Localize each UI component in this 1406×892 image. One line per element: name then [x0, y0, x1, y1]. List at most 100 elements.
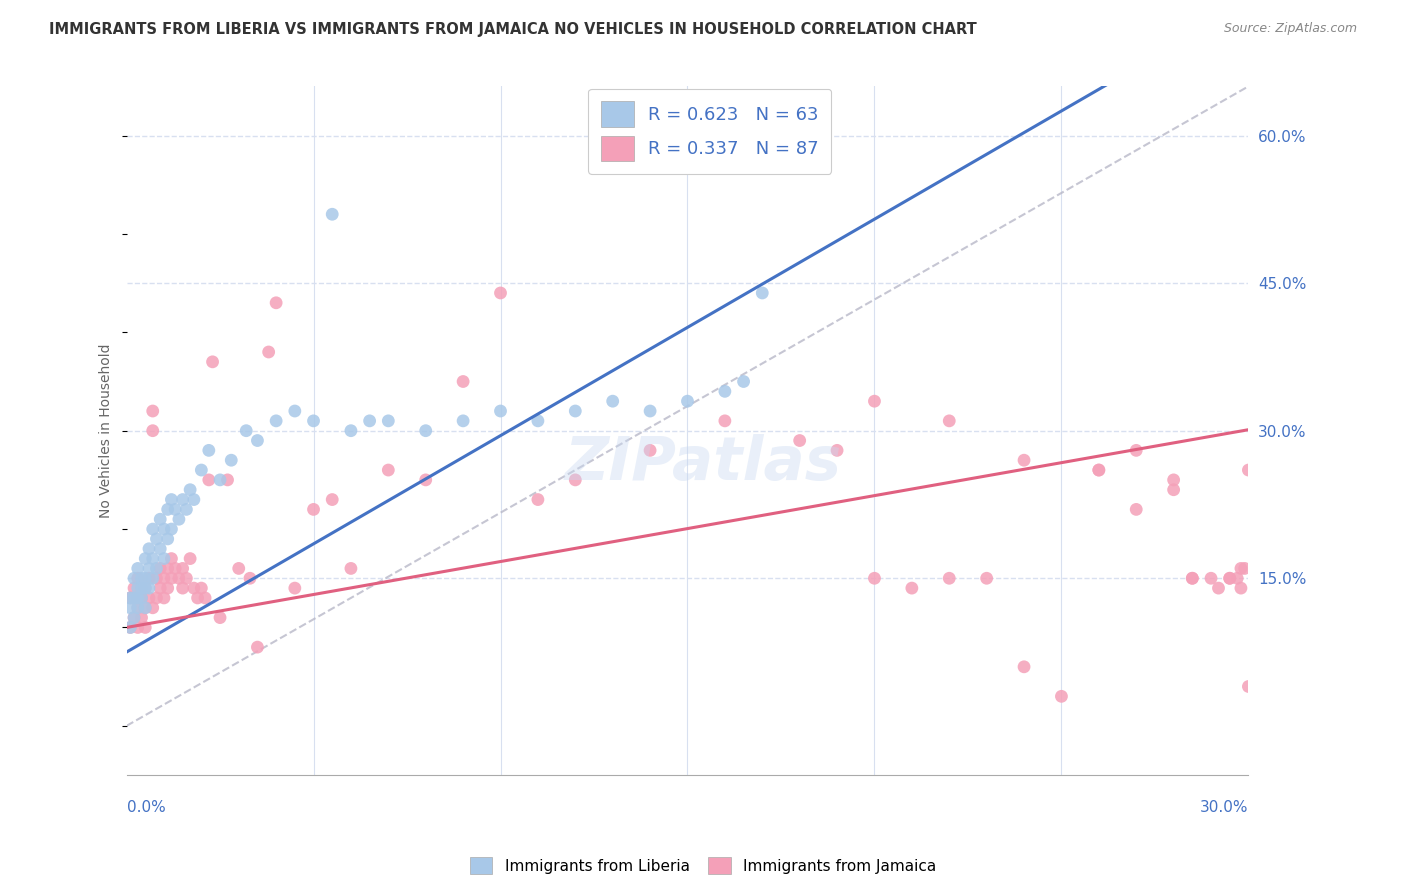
Point — [638, 443, 661, 458]
Point — [120, 620, 142, 634]
Point — [127, 620, 149, 634]
Y-axis label: No Vehicles in Household: No Vehicles in Household — [100, 343, 114, 518]
Point — [246, 434, 269, 448]
Point — [122, 581, 145, 595]
Point — [1230, 561, 1253, 575]
Point — [149, 541, 172, 556]
Point — [938, 571, 960, 585]
Point — [527, 414, 550, 428]
Point — [138, 581, 160, 595]
Point — [138, 561, 160, 575]
Point — [120, 600, 142, 615]
Point — [264, 295, 287, 310]
Point — [489, 404, 512, 418]
Point — [131, 581, 153, 595]
Point — [321, 207, 343, 221]
Point — [302, 414, 325, 428]
Point — [176, 502, 198, 516]
Point — [167, 571, 190, 585]
Point — [264, 414, 287, 428]
Point — [134, 620, 156, 634]
Point — [1199, 571, 1222, 585]
Point — [246, 640, 269, 654]
Point — [142, 571, 165, 585]
Point — [120, 620, 142, 634]
Point — [120, 591, 142, 605]
Point — [156, 502, 179, 516]
Point — [160, 551, 183, 566]
Point — [122, 610, 145, 624]
Point — [1226, 571, 1249, 585]
Point — [134, 600, 156, 615]
Point — [131, 591, 153, 605]
Point — [131, 571, 153, 585]
Point — [153, 551, 176, 566]
Point — [127, 600, 149, 615]
Point — [235, 424, 257, 438]
Point — [1181, 571, 1204, 585]
Point — [176, 571, 198, 585]
Point — [359, 414, 381, 428]
Point — [1125, 443, 1147, 458]
Point — [138, 591, 160, 605]
Point — [183, 581, 205, 595]
Point — [638, 404, 661, 418]
Point — [302, 502, 325, 516]
Point — [149, 581, 172, 595]
Point — [257, 345, 280, 359]
Point — [153, 522, 176, 536]
Point — [172, 581, 194, 595]
Point — [134, 581, 156, 595]
Point — [1088, 463, 1111, 477]
Point — [134, 600, 156, 615]
Point — [340, 561, 363, 575]
Point — [127, 561, 149, 575]
Point — [134, 571, 156, 585]
Point — [172, 561, 194, 575]
Point — [160, 522, 183, 536]
Point — [134, 551, 156, 566]
Point — [149, 561, 172, 575]
Point — [142, 600, 165, 615]
Point — [127, 581, 149, 595]
Point — [602, 394, 624, 409]
Point — [219, 453, 242, 467]
Point — [138, 571, 160, 585]
Point — [217, 473, 239, 487]
Point — [160, 492, 183, 507]
Point — [149, 512, 172, 526]
Point — [564, 404, 586, 418]
Point — [183, 492, 205, 507]
Point — [564, 473, 586, 487]
Point — [751, 285, 773, 300]
Point — [156, 561, 179, 575]
Point — [377, 414, 399, 428]
Point — [209, 610, 232, 624]
Point — [190, 463, 212, 477]
Point — [489, 285, 512, 300]
Point — [1237, 680, 1260, 694]
Point — [142, 551, 165, 566]
Point — [714, 384, 737, 399]
Point — [901, 581, 924, 595]
Point — [209, 473, 232, 487]
Point — [1163, 473, 1185, 487]
Text: 30.0%: 30.0% — [1199, 799, 1249, 814]
Point — [131, 610, 153, 624]
Point — [1050, 690, 1073, 704]
Point — [142, 424, 165, 438]
Point — [1125, 502, 1147, 516]
Point — [127, 591, 149, 605]
Point — [733, 375, 755, 389]
Point — [145, 571, 167, 585]
Point — [863, 394, 886, 409]
Text: Source: ZipAtlas.com: Source: ZipAtlas.com — [1223, 22, 1357, 36]
Point — [451, 375, 474, 389]
Point — [142, 404, 165, 418]
Point — [153, 591, 176, 605]
Point — [145, 591, 167, 605]
Text: IMMIGRANTS FROM LIBERIA VS IMMIGRANTS FROM JAMAICA NO VEHICLES IN HOUSEHOLD CORR: IMMIGRANTS FROM LIBERIA VS IMMIGRANTS FR… — [49, 22, 977, 37]
Point — [1208, 581, 1230, 595]
Point — [145, 561, 167, 575]
Point — [190, 581, 212, 595]
